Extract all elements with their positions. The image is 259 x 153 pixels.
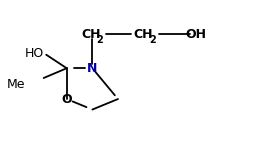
Text: 2: 2 — [97, 35, 103, 45]
Text: HO: HO — [24, 47, 44, 60]
Text: OH: OH — [186, 28, 207, 41]
Text: N: N — [87, 62, 98, 75]
Text: CH: CH — [81, 28, 101, 41]
Text: 2: 2 — [149, 35, 156, 45]
Text: Me: Me — [7, 78, 26, 91]
Text: CH: CH — [134, 28, 153, 41]
Text: O: O — [61, 93, 72, 106]
